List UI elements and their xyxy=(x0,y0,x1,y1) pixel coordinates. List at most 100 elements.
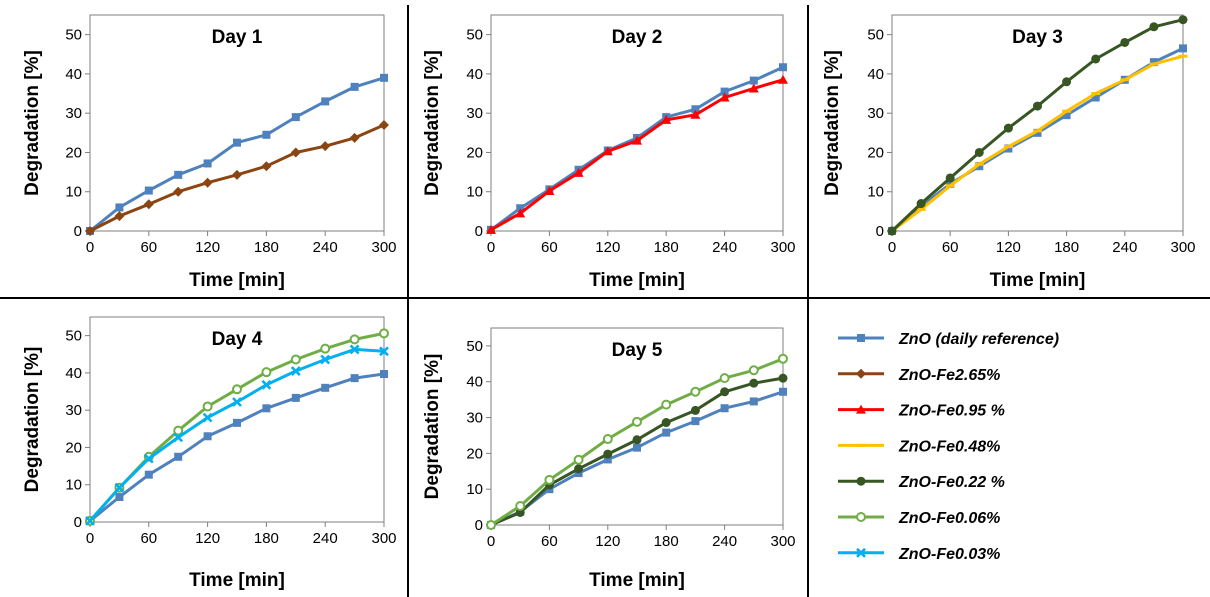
data-point xyxy=(114,482,125,493)
legend-item-zno-fe0-06: ZnO-Fe0.06% xyxy=(838,510,1000,527)
series-zno-fe0-06 xyxy=(486,353,788,530)
data-point xyxy=(916,207,926,211)
y-tick-label: 20 xyxy=(65,439,82,456)
data-point xyxy=(661,399,672,410)
x-tick-label: 180 xyxy=(654,533,679,550)
legend-swatch-marker xyxy=(856,368,866,379)
data-point xyxy=(350,374,359,383)
data-point xyxy=(946,179,955,188)
y-tick-label: 0 xyxy=(74,223,82,240)
data-point xyxy=(661,114,672,124)
y-tick-label: 40 xyxy=(867,66,884,83)
data-point xyxy=(1033,129,1042,133)
series-zno-fe0-22 xyxy=(887,15,1188,236)
y-tick-label: 20 xyxy=(65,144,82,161)
y-tick-label: 30 xyxy=(867,105,884,122)
data-point xyxy=(379,328,389,339)
series-zno-fe0-06 xyxy=(85,328,389,526)
x-tick-label: 0 xyxy=(86,239,94,256)
data-point xyxy=(379,346,389,357)
data-point xyxy=(349,344,360,355)
legend-swatch-marker xyxy=(856,547,866,558)
data-point xyxy=(632,435,642,445)
data-point xyxy=(1179,44,1187,53)
chart-legend: ZnO (daily reference) ZnO-Fe2.65% ZnO-Fe0.… xyxy=(838,331,1059,563)
data-point xyxy=(232,397,242,407)
series-line-zno-daily-reference xyxy=(89,372,385,523)
y-tick-label: 40 xyxy=(65,365,82,382)
chart-panel-day-4: 0 10 20 30 40 50 0 60 120 180 240 300 Day 4 Time [min… xyxy=(22,316,397,591)
data-point xyxy=(975,162,984,171)
data-point xyxy=(748,83,759,93)
legend-swatch-marker xyxy=(856,512,866,522)
series-line-zno-daily-reference xyxy=(490,390,784,527)
x-axis-label: Time [min] xyxy=(990,270,1086,291)
data-point xyxy=(320,343,331,354)
data-point xyxy=(720,404,729,413)
data-point xyxy=(233,138,241,147)
x-tick-label: 300 xyxy=(371,530,396,547)
series-zno-fe0-95 xyxy=(486,74,788,234)
legend-item-zno-fe2-65: ZnO-Fe2.65% xyxy=(838,367,1000,384)
data-point xyxy=(203,432,212,441)
x-tick-label: 120 xyxy=(996,239,1021,256)
plot-area xyxy=(490,327,784,526)
data-point xyxy=(603,449,613,459)
y-tick-label: 10 xyxy=(867,184,884,201)
x-tick-label: 300 xyxy=(1170,239,1195,256)
data-point xyxy=(544,185,555,195)
series-line-zno-fe0-95 xyxy=(490,78,784,232)
data-point xyxy=(749,378,759,388)
legend-swatch-marker xyxy=(856,443,866,447)
x-tick-label: 60 xyxy=(541,533,558,550)
data-point xyxy=(516,204,525,213)
x-axis-label: Time [min] xyxy=(589,270,685,291)
x-tick-label: 180 xyxy=(254,239,279,256)
data-point xyxy=(1003,123,1013,133)
panel-title: Day 1 xyxy=(212,27,263,48)
legend-label: ZnO-Fe0.22 % xyxy=(898,474,1005,491)
x-tick-label: 0 xyxy=(888,239,896,256)
data-point xyxy=(1033,101,1042,111)
series-line-zno-fe0-48 xyxy=(891,54,1184,233)
chart-panel-day-2: 0 10 20 30 40 50 0 60 120 180 240 300 Day 2 Time [min… xyxy=(422,14,796,291)
data-point xyxy=(690,386,701,397)
data-point xyxy=(779,387,787,396)
data-point xyxy=(320,141,331,152)
x-tick-label: 240 xyxy=(1112,239,1137,256)
chart-panel-day-3: 0 10 20 30 40 50 0 60 120 180 240 300 Day 3 Time [min… xyxy=(822,14,1196,291)
legend-swatch-marker xyxy=(856,404,866,414)
y-tick-label: 0 xyxy=(74,514,82,531)
legend-label: ZnO-Fe0.06% xyxy=(898,510,1000,527)
data-point xyxy=(573,454,584,465)
data-point xyxy=(1091,54,1101,64)
x-tick-label: 240 xyxy=(313,239,338,256)
legend-label: ZnO-Fe0.03% xyxy=(898,546,1000,563)
data-point xyxy=(974,147,984,157)
data-point xyxy=(603,455,612,464)
panel-title: Day 3 xyxy=(1012,27,1063,48)
data-point xyxy=(779,63,787,72)
data-point xyxy=(379,119,389,130)
data-point xyxy=(262,404,271,413)
data-point xyxy=(719,373,730,384)
data-point xyxy=(720,87,729,96)
x-tick-label: 240 xyxy=(712,239,737,256)
data-point xyxy=(380,73,388,82)
data-point xyxy=(321,97,330,106)
data-point xyxy=(1149,62,1159,66)
y-axis-label: Degradation [%] xyxy=(422,50,443,196)
series-line-zno-fe0-03 xyxy=(88,347,385,522)
series-zno-daily-reference xyxy=(487,63,787,234)
x-tick-label: 120 xyxy=(195,239,220,256)
data-point xyxy=(144,470,153,479)
data-point xyxy=(261,161,272,172)
y-tick-label: 10 xyxy=(466,481,483,498)
data-point xyxy=(720,387,730,397)
chart-panel-day-1: 0 10 20 30 40 50 0 60 120 180 240 300 Day 1 Time [min… xyxy=(22,14,397,291)
data-point xyxy=(887,226,897,236)
y-tick-label: 50 xyxy=(65,328,82,345)
data-point xyxy=(290,366,301,376)
x-tick-label: 300 xyxy=(770,533,795,550)
x-tick-label: 180 xyxy=(654,239,679,256)
